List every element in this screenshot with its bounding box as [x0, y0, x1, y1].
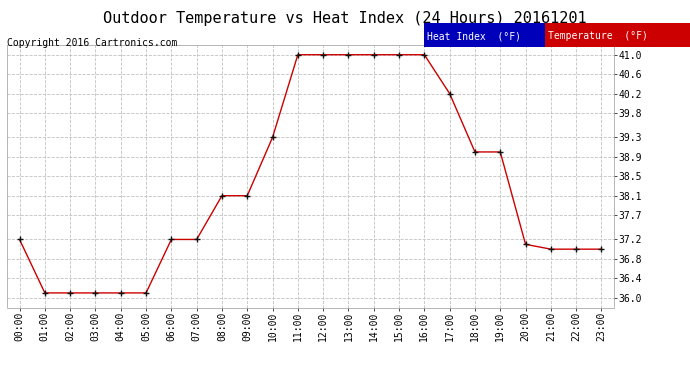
Text: Copyright 2016 Cartronics.com: Copyright 2016 Cartronics.com — [7, 38, 177, 48]
Text: Temperature  (°F): Temperature (°F) — [548, 31, 648, 41]
Text: Heat Index  (°F): Heat Index (°F) — [427, 31, 521, 41]
Text: Outdoor Temperature vs Heat Index (24 Hours) 20161201: Outdoor Temperature vs Heat Index (24 Ho… — [104, 11, 586, 26]
